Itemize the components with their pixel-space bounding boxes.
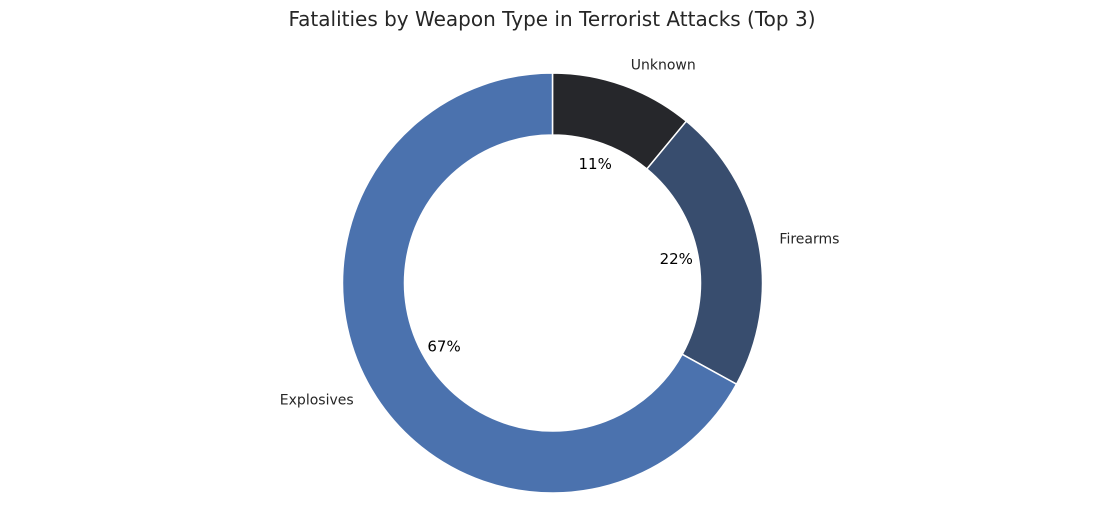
slice-explosives <box>341 72 738 494</box>
pct-label-firearms: 22% <box>660 250 693 268</box>
slices-layer <box>341 72 764 494</box>
slice-label-unknown: Unknown <box>631 58 696 74</box>
pct-label-explosives: 67% <box>427 338 460 356</box>
labels-layer: Unknown 11% Firearms 22% Explosives 67% <box>280 58 840 409</box>
slice-label-firearms: Firearms <box>779 232 839 248</box>
slice-label-explosives: Explosives <box>280 393 354 409</box>
pct-label-unknown: 11% <box>579 155 612 173</box>
chart-title: Fatalities by Weapon Type in Terrorist A… <box>289 7 816 31</box>
